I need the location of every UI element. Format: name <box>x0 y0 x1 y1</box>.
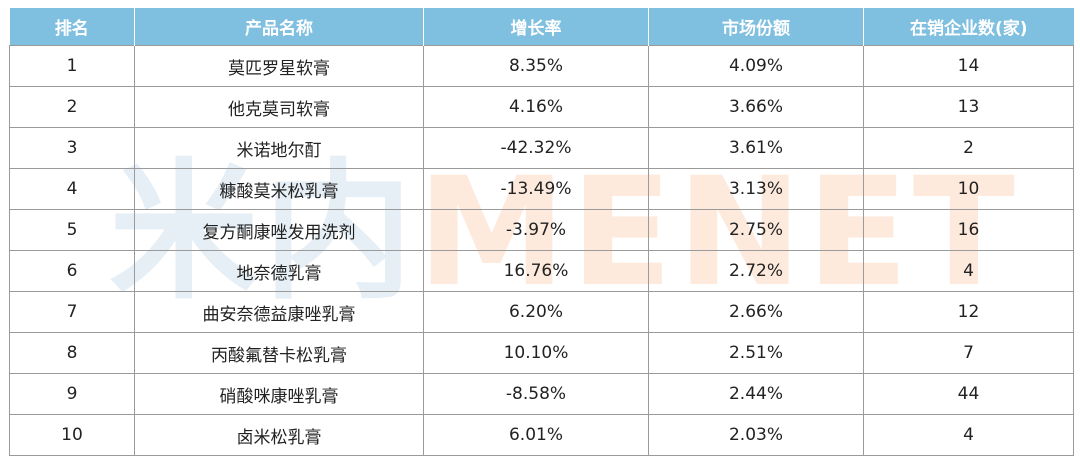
cell-rank: 1 <box>9 45 135 87</box>
cell-market-share: 2.66% <box>648 291 864 333</box>
cell-market-share: 2.75% <box>648 209 864 251</box>
table-row: 3 米诺地尔酊 -42.32% 3.61% 2 <box>9 127 1074 169</box>
cell-market-share: 4.09% <box>648 45 864 87</box>
cell-product-name: 他克莫司软膏 <box>134 86 424 128</box>
cell-product-name: 米诺地尔酊 <box>134 127 424 169</box>
cell-market-share: 2.03% <box>648 414 864 456</box>
header-rank: 排名 <box>9 8 135 46</box>
cell-company-count: 44 <box>863 373 1074 415</box>
cell-growth-rate: 10.10% <box>423 332 649 374</box>
cell-rank: 7 <box>9 291 135 333</box>
header-company-count: 在销企业数(家) <box>863 8 1074 46</box>
header-growth-rate: 增长率 <box>423 8 649 46</box>
cell-product-name: 莫匹罗星软膏 <box>134 45 424 87</box>
cell-company-count: 13 <box>863 86 1074 128</box>
table-row: 10 卤米松乳膏 6.01% 2.03% 4 <box>9 414 1074 456</box>
product-ranking-table: 排名 产品名称 增长率 市场份额 在销企业数(家) 1 莫匹罗星软膏 8.35% 4.… <box>9 8 1074 456</box>
cell-company-count: 14 <box>863 45 1074 87</box>
cell-product-name: 地奈德乳膏 <box>134 250 424 292</box>
cell-product-name: 复方酮康唑发用洗剂 <box>134 209 424 251</box>
cell-growth-rate: 6.01% <box>423 414 649 456</box>
cell-rank: 6 <box>9 250 135 292</box>
cell-rank: 3 <box>9 127 135 169</box>
cell-market-share: 2.44% <box>648 373 864 415</box>
table-row: 4 糠酸莫米松乳膏 -13.49% 3.13% 10 <box>9 168 1074 210</box>
cell-growth-rate: 8.35% <box>423 45 649 87</box>
cell-rank: 9 <box>9 373 135 415</box>
cell-growth-rate: 6.20% <box>423 291 649 333</box>
cell-growth-rate: 4.16% <box>423 86 649 128</box>
cell-product-name: 丙酸氟替卡松乳膏 <box>134 332 424 374</box>
table-row: 6 地奈德乳膏 16.76% 2.72% 4 <box>9 250 1074 292</box>
cell-market-share: 2.51% <box>648 332 864 374</box>
cell-market-share: 2.72% <box>648 250 864 292</box>
header-product-name: 产品名称 <box>134 8 424 46</box>
cell-growth-rate: -42.32% <box>423 127 649 169</box>
cell-rank: 4 <box>9 168 135 210</box>
cell-company-count: 4 <box>863 414 1074 456</box>
cell-rank: 8 <box>9 332 135 374</box>
cell-product-name: 糠酸莫米松乳膏 <box>134 168 424 210</box>
table-row: 7 曲安奈德益康唑乳膏 6.20% 2.66% 12 <box>9 291 1074 333</box>
cell-rank: 5 <box>9 209 135 251</box>
cell-product-name: 曲安奈德益康唑乳膏 <box>134 291 424 333</box>
cell-company-count: 7 <box>863 332 1074 374</box>
cell-company-count: 4 <box>863 250 1074 292</box>
cell-market-share: 3.61% <box>648 127 864 169</box>
cell-growth-rate: -13.49% <box>423 168 649 210</box>
table-row: 8 丙酸氟替卡松乳膏 10.10% 2.51% 7 <box>9 332 1074 374</box>
ranking-table-container: 米内MENET 排名 产品名称 增长率 市场份额 在销企业数(家) 1 莫匹罗星软… <box>9 8 1074 456</box>
table-row: 5 复方酮康唑发用洗剂 -3.97% 2.75% 16 <box>9 209 1074 251</box>
table-row: 2 他克莫司软膏 4.16% 3.66% 13 <box>9 86 1074 128</box>
cell-rank: 2 <box>9 86 135 128</box>
cell-company-count: 2 <box>863 127 1074 169</box>
cell-product-name: 卤米松乳膏 <box>134 414 424 456</box>
cell-company-count: 16 <box>863 209 1074 251</box>
table-row: 1 莫匹罗星软膏 8.35% 4.09% 14 <box>9 45 1074 87</box>
cell-company-count: 10 <box>863 168 1074 210</box>
cell-growth-rate: 16.76% <box>423 250 649 292</box>
cell-market-share: 3.13% <box>648 168 864 210</box>
cell-rank: 10 <box>9 414 135 456</box>
cell-company-count: 12 <box>863 291 1074 333</box>
cell-market-share: 3.66% <box>648 86 864 128</box>
table-row: 9 硝酸咪康唑乳膏 -8.58% 2.44% 44 <box>9 373 1074 415</box>
cell-growth-rate: -3.97% <box>423 209 649 251</box>
table-header-row: 排名 产品名称 增长率 市场份额 在销企业数(家) <box>9 8 1074 46</box>
cell-product-name: 硝酸咪康唑乳膏 <box>134 373 424 415</box>
cell-growth-rate: -8.58% <box>423 373 649 415</box>
table-body: 1 莫匹罗星软膏 8.35% 4.09% 14 2 他克莫司软膏 4.16% 3.66% 13 3 米… <box>9 45 1074 456</box>
header-market-share: 市场份额 <box>648 8 864 46</box>
